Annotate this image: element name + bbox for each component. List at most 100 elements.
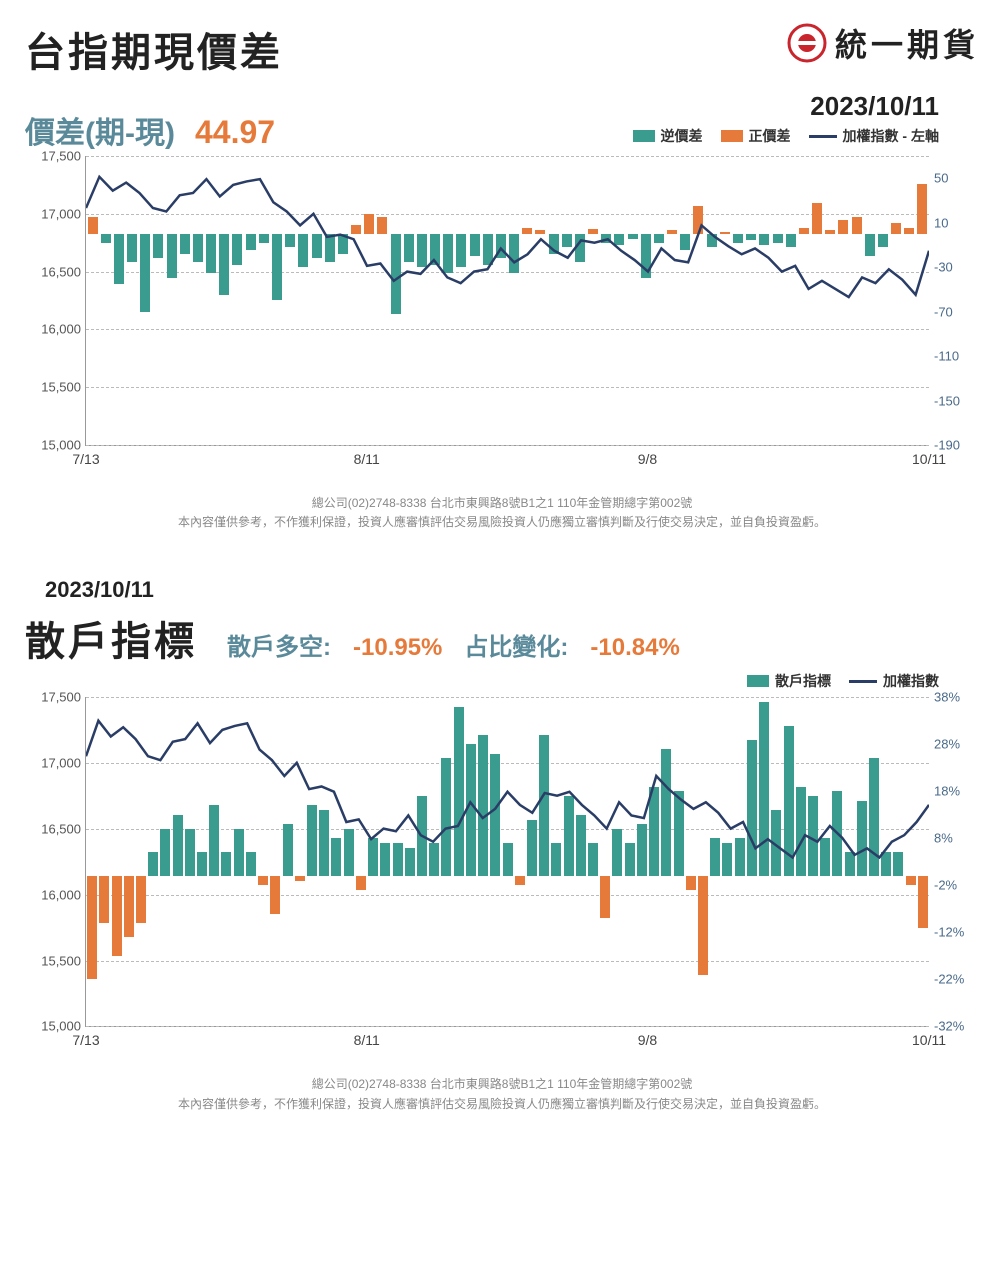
y-left-label: 17,000 [31,206,81,221]
chart1-header: 台指期現價差 統一期貨 [25,20,979,78]
y-right-label: -2% [934,878,974,893]
bar [707,234,717,247]
bar [331,838,341,876]
chart1-date: 2023/10/11 [633,91,939,122]
bar [193,234,203,262]
x-label: 9/8 [638,451,657,467]
metric-value: -10.95% [353,634,442,662]
bar [180,234,190,254]
bar [417,796,427,876]
bar [906,876,916,885]
bar [733,234,743,243]
bar [364,214,374,234]
bar [441,758,451,876]
bar [503,843,513,876]
legend-item: 正價差 [721,126,791,146]
chart1-title: 台指期現價差 [25,20,283,78]
bar [845,852,855,876]
legend-label: 加權指數 [883,671,939,691]
chart2-metrics: 散戶多空:-10.95%占比變化:-10.84% [227,627,680,662]
bar [773,234,783,243]
bar [338,234,348,254]
bar [746,234,756,241]
metric-label: 占比變化: [464,627,568,662]
x-label: 10/11 [912,451,946,467]
x-label: 8/11 [354,1032,380,1048]
y-right-label: 28% [934,737,974,752]
bar [786,234,796,247]
bar [588,229,598,233]
bar [160,829,170,876]
bar [812,203,822,234]
bar [878,234,888,247]
bar [234,829,244,876]
bar [101,234,111,243]
bar [661,749,671,876]
bar [667,230,677,233]
bar [112,876,122,956]
bar [865,234,875,256]
bar [600,876,610,918]
spread-label: 價差(期-現) [25,108,175,152]
bar [206,234,216,273]
bar [377,217,387,234]
bar [562,234,572,247]
bar [270,876,280,914]
bar [576,815,586,876]
bar [405,848,415,876]
bar [771,810,781,876]
bar [232,234,242,265]
bar [564,796,574,876]
bar [380,843,390,876]
bar [649,787,659,876]
bar [490,754,500,876]
footer-line2: 本內容僅供參考，不作獲利保證，投資人應審慎評估交易風險投資人仍應獨立審慎判斷及行… [25,513,979,532]
chart1-subtitle: 價差(期-現) 44.97 [25,108,275,152]
bar [429,843,439,876]
chart2-legend: 散戶指標加權指數 [25,671,939,691]
bar [496,234,506,258]
bar [185,829,195,876]
bar [698,876,708,975]
legend-label: 正價差 [749,126,791,146]
legend-item: 逆價差 [633,126,703,146]
bar [430,234,440,265]
bar [918,876,928,928]
bar [88,217,98,234]
bar [470,234,480,256]
legend-item: 加權指數 [849,671,939,691]
bar [209,805,219,876]
y-right-label: 38% [934,690,974,705]
bar [612,829,622,876]
bar [127,234,137,262]
footer-line1: 總公司(02)2748-8338 台北市東興路8號B1之1 110年金管期總字第… [25,494,979,513]
x-label: 7/13 [72,451,99,467]
bar [825,230,835,233]
bar [575,234,585,262]
chart1-legend: 逆價差正價差加權指數 - 左軸 [633,126,939,146]
bar [881,852,891,876]
bar [614,234,624,245]
chart1-footer: 總公司(02)2748-8338 台北市東興路8號B1之1 110年金管期總字第… [25,494,979,532]
x-label: 9/8 [638,1032,657,1048]
bar [674,791,684,876]
bar [221,852,231,876]
bar [173,815,183,876]
bar [515,876,525,885]
bar [258,876,268,885]
bar [454,707,464,876]
y-left-label: 15,500 [31,380,81,395]
y-left-label: 16,500 [31,264,81,279]
spread-value: 44.97 [195,114,275,151]
bar [904,228,914,234]
bar [625,843,635,876]
bar [693,206,703,234]
bar [356,876,366,890]
bar [114,234,124,284]
bar [87,876,97,979]
y-right-label: 10 [934,215,974,230]
bar [136,876,146,923]
bar [246,852,256,876]
bar [527,820,537,876]
x-label: 8/11 [354,451,380,467]
